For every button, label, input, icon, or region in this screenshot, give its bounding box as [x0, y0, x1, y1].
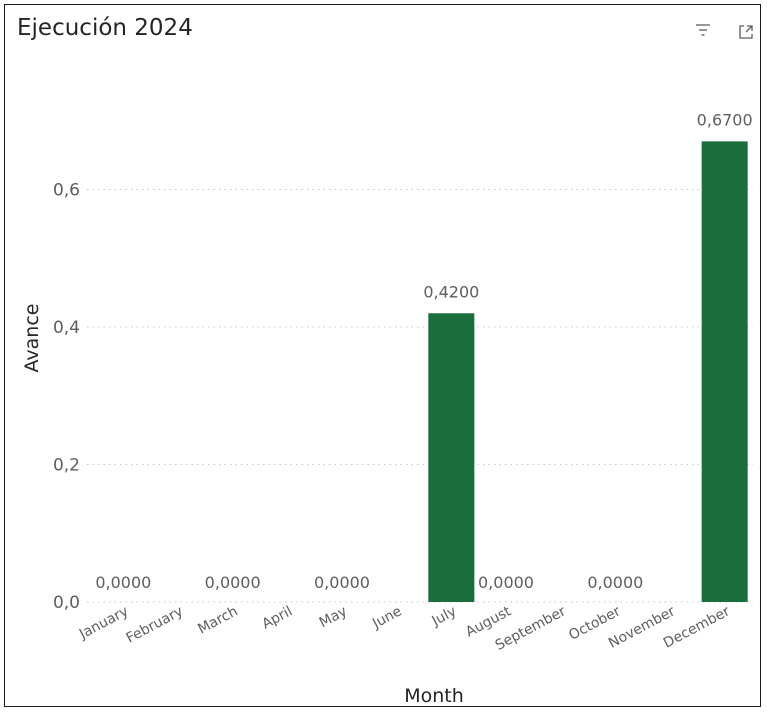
- x-tick-label: August: [463, 603, 514, 640]
- bar-chart: 0,00,20,40,6 0,0000 0,0000 0,00000,42000,0…: [21, 110, 753, 707]
- x-tick-label: September: [493, 603, 569, 654]
- bar-july[interactable]: [428, 313, 475, 602]
- y-tick-label: 0,6: [53, 181, 80, 201]
- data-label: 0,0000: [314, 573, 370, 592]
- data-label: 0,6700: [697, 110, 753, 129]
- data-labels: 0,0000 0,0000 0,0000 0,4200 0,0000 0,0000 0,67…: [95, 110, 752, 592]
- y-tick-label: 0,2: [53, 456, 80, 476]
- data-label: 0,0000: [478, 573, 534, 592]
- focus-mode-icon[interactable]: [737, 23, 755, 41]
- chart-visual: Ejecución 2024 0,0 0,2 0,4 0,6 0,0000 0,0000…: [4, 4, 761, 707]
- y-tick-label: 0,0: [53, 593, 80, 613]
- x-tick-label: January: [76, 603, 131, 643]
- x-tick-label: May: [317, 603, 350, 631]
- x-tick-label: October: [566, 603, 623, 644]
- x-tick-label: February: [124, 603, 186, 646]
- data-label: 0,4200: [423, 282, 479, 301]
- bars: [428, 141, 748, 602]
- x-axis-title: Month: [404, 685, 464, 707]
- x-tick-label: July: [429, 603, 460, 629]
- x-tick-label: June: [369, 603, 404, 632]
- x-tick-label: March: [195, 603, 240, 637]
- data-label: 0,0000: [205, 573, 261, 592]
- y-axis-ticks: 0,0 0,2 0,4 0,6: [53, 181, 80, 614]
- chart-title: Ejecución 2024: [17, 15, 193, 41]
- data-label: 0,0000: [587, 573, 643, 592]
- bar-december[interactable]: [701, 141, 748, 602]
- x-tick-label: April: [259, 603, 295, 632]
- y-tick-label: 0,4: [53, 318, 80, 338]
- filter-icon[interactable]: [694, 23, 712, 39]
- y-axis-title: Avance: [21, 304, 43, 373]
- data-label: 0,0000: [95, 573, 151, 592]
- x-tick-label: November: [606, 603, 678, 651]
- x-tick-label: December: [661, 603, 733, 651]
- gridlines: [87, 189, 753, 603]
